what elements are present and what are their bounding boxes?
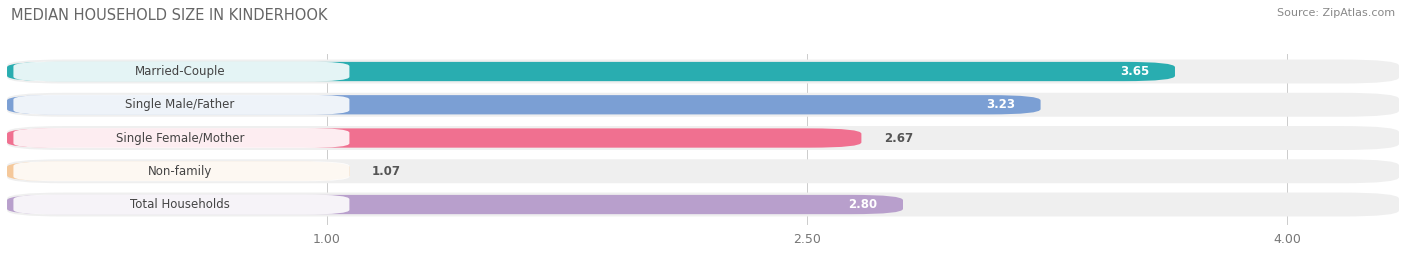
FancyBboxPatch shape	[7, 162, 350, 181]
FancyBboxPatch shape	[7, 192, 1399, 217]
FancyBboxPatch shape	[7, 93, 1399, 117]
Text: MEDIAN HOUSEHOLD SIZE IN KINDERHOOK: MEDIAN HOUSEHOLD SIZE IN KINDERHOOK	[11, 8, 328, 23]
FancyBboxPatch shape	[14, 95, 350, 115]
Text: Single Female/Mother: Single Female/Mother	[115, 132, 245, 144]
FancyBboxPatch shape	[7, 159, 1399, 183]
Text: Source: ZipAtlas.com: Source: ZipAtlas.com	[1277, 8, 1395, 18]
Text: Non-family: Non-family	[148, 165, 212, 178]
Text: 2.67: 2.67	[884, 132, 912, 144]
FancyBboxPatch shape	[7, 62, 1175, 81]
Text: 3.23: 3.23	[986, 98, 1015, 111]
FancyBboxPatch shape	[7, 95, 1040, 114]
Text: Total Households: Total Households	[129, 198, 229, 211]
Text: 2.80: 2.80	[848, 198, 877, 211]
FancyBboxPatch shape	[14, 195, 350, 214]
FancyBboxPatch shape	[14, 128, 350, 148]
Text: 1.07: 1.07	[371, 165, 401, 178]
Text: 3.65: 3.65	[1121, 65, 1149, 78]
FancyBboxPatch shape	[7, 59, 1399, 84]
FancyBboxPatch shape	[7, 128, 862, 148]
FancyBboxPatch shape	[7, 126, 1399, 150]
FancyBboxPatch shape	[14, 161, 350, 181]
Text: Married-Couple: Married-Couple	[135, 65, 225, 78]
FancyBboxPatch shape	[14, 62, 350, 81]
FancyBboxPatch shape	[7, 195, 903, 214]
Text: Single Male/Father: Single Male/Father	[125, 98, 235, 111]
